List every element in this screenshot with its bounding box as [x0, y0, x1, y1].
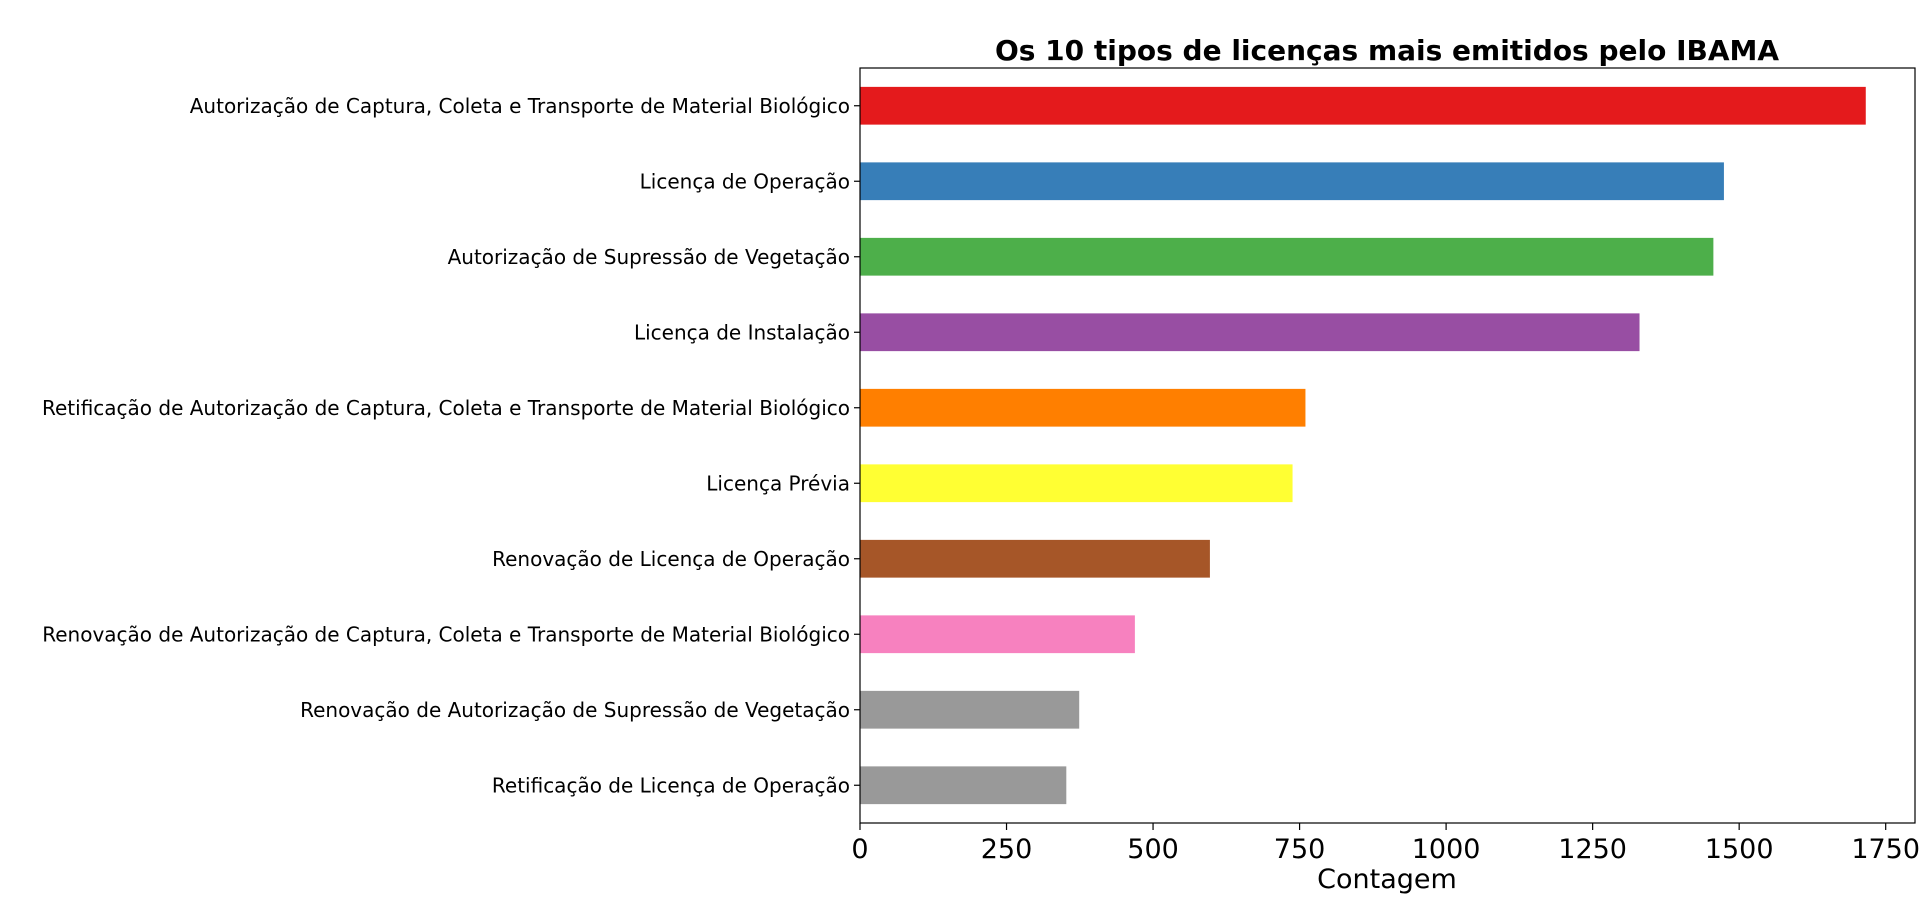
- category-label: Renovação de Autorização de Captura, Col…: [42, 622, 850, 646]
- x-tick-label: 500: [1127, 834, 1179, 865]
- category-labels: Autorização de Captura, Coleta e Transpo…: [42, 94, 860, 797]
- bar: [860, 615, 1135, 654]
- bar: [860, 690, 1080, 729]
- bar: [860, 237, 1714, 276]
- bar: [860, 388, 1306, 427]
- category-label: Renovação de Autorização de Supressão de…: [300, 698, 850, 722]
- bar: [860, 766, 1067, 805]
- x-tick-label: 1500: [1705, 834, 1774, 865]
- category-label: Retificação de Licença de Operação: [492, 773, 850, 797]
- category-label: Licença Prévia: [706, 471, 850, 495]
- category-label: Renovação de Licença de Operação: [492, 547, 850, 571]
- bar: [860, 86, 1866, 125]
- category-label: Autorização de Supressão de Vegetação: [448, 245, 850, 269]
- category-label: Licença de Operação: [640, 169, 850, 193]
- x-tick-label: 1750: [1851, 834, 1920, 865]
- x-axis-label: Contagem: [1317, 864, 1457, 895]
- chart-title: Os 10 tipos de licenças mais emitidos pe…: [995, 34, 1779, 67]
- bar: [860, 539, 1210, 578]
- category-label: Licença de Instalação: [634, 320, 850, 344]
- x-tick-label: 250: [981, 834, 1033, 865]
- x-tick-label: 750: [1274, 834, 1326, 865]
- category-label: Autorização de Captura, Coleta e Transpo…: [190, 94, 850, 118]
- x-axis-ticks: 0 250 500 750 1000 1250 1500 1750: [851, 823, 1920, 865]
- x-tick-label: 1000: [1412, 834, 1481, 865]
- bar: [860, 162, 1724, 201]
- bar: [860, 313, 1640, 352]
- category-label: Retificação de Autorização de Captura, C…: [42, 396, 850, 420]
- x-tick-label: 1250: [1558, 834, 1627, 865]
- bars-layer: [860, 86, 1866, 805]
- x-tick-label: 0: [851, 834, 868, 865]
- plot-frame: [859, 67, 1916, 824]
- bar: [860, 464, 1293, 503]
